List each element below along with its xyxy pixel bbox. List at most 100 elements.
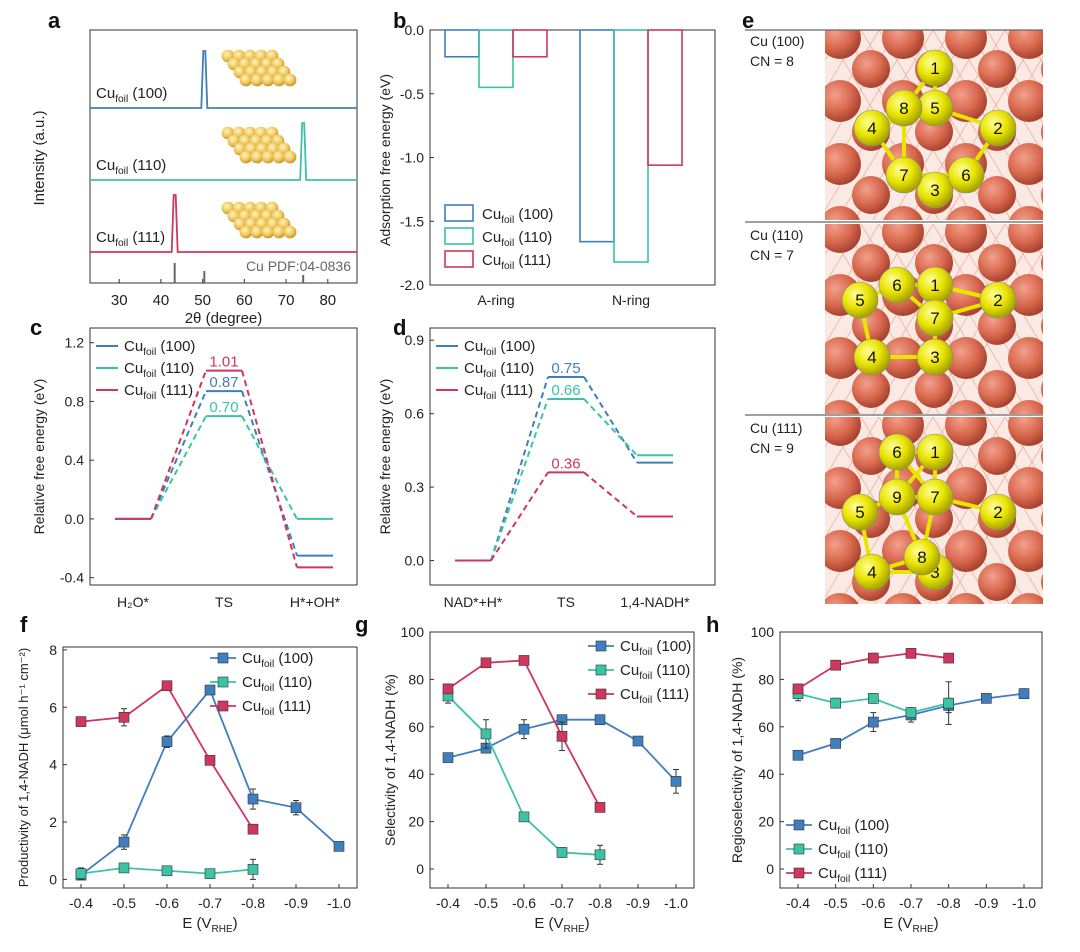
panel-letter-c: c	[30, 315, 42, 340]
panel-h-xtick-label: -0.4	[786, 895, 810, 911]
site-number: 2	[993, 291, 1002, 310]
panel-h-point	[868, 652, 879, 664]
panel-c-connector	[150, 390, 207, 520]
site-number: 7	[930, 488, 939, 507]
adsorption-site	[947, 156, 985, 194]
copper-atom	[1041, 752, 1079, 790]
crystal-atom	[239, 225, 253, 239]
adsorption-site	[885, 89, 923, 127]
panel-f-legend-marker	[217, 700, 229, 712]
panel-f-point	[290, 802, 302, 813]
panel-h-point	[943, 652, 954, 664]
panel-d-connector	[490, 398, 549, 561]
panel-d-ts-label: 0.36	[551, 455, 580, 472]
panel-f-point	[118, 836, 130, 848]
panel-a-xlabel: 2θ (degree)	[185, 310, 263, 327]
panel-c-ts-label: 1.01	[209, 354, 238, 371]
panel-g-xtick-label: -0.7	[550, 895, 574, 911]
lattice-line	[1004, 30, 1043, 95]
lattice-line	[1040, 417, 1043, 422]
copper-atom	[945, 417, 987, 446]
panel-h-point	[792, 683, 804, 695]
panel-b-bar	[478, 29, 514, 89]
panel-d-connector	[583, 398, 638, 456]
panel-g-xtick-label: -0.6	[512, 895, 536, 911]
copper-atom	[1041, 239, 1079, 277]
copper-atom	[1041, 60, 1043, 78]
panel-d-frame	[429, 327, 716, 586]
panel-d-connector	[583, 376, 638, 464]
crystal-atom	[239, 73, 253, 87]
lattice-line	[1040, 30, 1043, 35]
panel-f-legend-label: Cufoil (100)	[242, 650, 313, 670]
site-number: 7	[930, 309, 939, 328]
copper-atom	[1071, 526, 1080, 568]
panel-b-legend-label: Cufoil (111)	[482, 252, 551, 272]
coordination-number: CN = 8	[750, 53, 794, 69]
crystal-atom	[283, 225, 297, 239]
copper-atom	[1071, 593, 1080, 635]
panel-g-xtick-label: -0.4	[436, 895, 460, 911]
coordination-number: CN = 7	[750, 247, 794, 263]
copper-atom	[1071, 17, 1080, 59]
panel-a-legend-label: Cufoil (111)	[96, 229, 165, 249]
panel-a-ylabel: Intensity (a.u.)	[31, 110, 48, 205]
crystal-atom	[272, 225, 286, 239]
panel-h-point	[830, 697, 841, 709]
panel-h-point	[943, 697, 954, 709]
panel-b-bar	[613, 29, 649, 263]
panel-h-legend-marker	[793, 843, 805, 855]
copper-atom	[825, 400, 860, 414]
copper-atom	[946, 400, 986, 414]
panel-c-frame	[89, 327, 358, 586]
panel-h-point	[830, 659, 841, 671]
crystal-model-icon-2	[221, 201, 297, 239]
copper-atom	[1071, 211, 1080, 253]
copper-atom	[1008, 80, 1043, 122]
panel-g-ytick-label: 0	[416, 861, 424, 877]
copper-atom	[1041, 496, 1079, 534]
panel-b-ytick-label: -1.0	[400, 150, 424, 166]
copper-atom	[1071, 80, 1080, 122]
copper-atom	[884, 593, 922, 604]
copper-atom	[1008, 143, 1043, 185]
panel-h-point	[981, 693, 992, 704]
site-number: 8	[917, 548, 926, 567]
lattice-line	[1059, 30, 1080, 220]
panel-h-point	[1018, 688, 1030, 699]
adsorption-site	[979, 281, 1017, 319]
adsorption-site	[885, 156, 923, 194]
copper-atom	[915, 752, 953, 790]
panel-g-legend-label: Cufoil (110)	[620, 662, 690, 682]
surface-model-1: 1 2 3 4 5 6 7	[825, 211, 1080, 568]
copper-atom	[1041, 302, 1079, 340]
panel-f-xtick-label: -0.5	[112, 895, 136, 911]
panel-g-point	[442, 683, 454, 695]
copper-atom	[1041, 626, 1079, 664]
copper-atom	[945, 719, 987, 761]
copper-atom	[945, 337, 987, 379]
panel-h-point	[792, 749, 804, 761]
panel-b-bar	[512, 29, 548, 58]
site-number: 6	[892, 443, 901, 462]
panel-f-frame	[62, 646, 358, 889]
panel-f-point	[118, 862, 130, 874]
panel-c-connector	[150, 415, 207, 520]
panel-letter-b: b	[393, 8, 406, 33]
panel-letter-a: a	[48, 8, 61, 33]
panel-f-xlabel: E (VRHE)	[182, 915, 237, 935]
panel-c-connector	[150, 370, 207, 520]
crystal-atom	[272, 150, 286, 164]
panel-h-legend-marker	[793, 819, 805, 831]
panel-g-point	[556, 847, 568, 858]
copper-atom	[978, 563, 1016, 601]
panel-f-point	[204, 684, 216, 696]
panel-d-ytick-label: 0.3	[405, 479, 425, 495]
panel-d-legend-label: Cufoil (100)	[464, 338, 535, 358]
panel-h-ytick-label: 100	[751, 624, 775, 640]
copper-atom	[1041, 573, 1043, 591]
copper-atom	[978, 176, 1016, 214]
panel-d-ts-label: 0.75	[551, 360, 580, 377]
copper-atom	[852, 752, 890, 790]
panel-d-connector	[490, 376, 549, 561]
